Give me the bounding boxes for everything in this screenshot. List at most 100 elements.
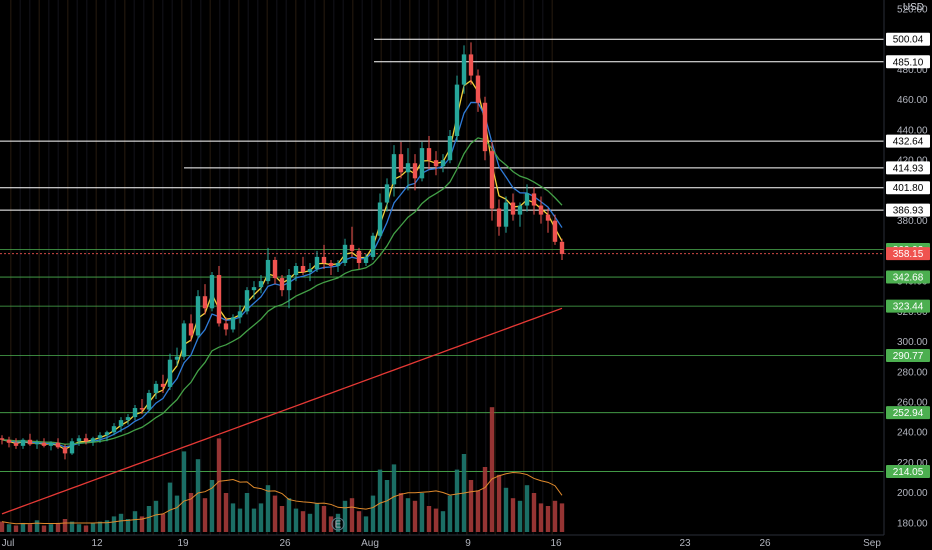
- candle-body: [272, 259, 278, 279]
- time-tick-label: Jul: [2, 538, 15, 549]
- background-stripe: [437, 0, 439, 535]
- background-stripe: [95, 0, 97, 535]
- candle-body: [97, 435, 103, 439]
- background-stripe: [532, 0, 534, 535]
- candle-body: [489, 151, 495, 209]
- volume-bar: [251, 508, 257, 532]
- candle-body: [559, 241, 565, 254]
- candle-body: [552, 220, 558, 242]
- background-stripe: [228, 0, 230, 535]
- volume-bar: [468, 480, 474, 532]
- background-stripe: [181, 0, 183, 535]
- candle-body: [118, 420, 124, 427]
- background-stripe: [551, 0, 553, 535]
- candle-body: [447, 136, 453, 161]
- volume-bar: [34, 520, 40, 532]
- level-label: 414.93: [893, 163, 924, 174]
- volume-bar: [503, 487, 509, 532]
- candle-body: [41, 442, 47, 446]
- level-label: 401.80: [893, 183, 924, 194]
- volume-bar: [559, 503, 565, 532]
- volume-bar: [342, 500, 348, 532]
- volume-bar: [454, 469, 460, 532]
- background-stripe: [542, 0, 544, 535]
- volume-bar: [300, 511, 306, 532]
- volume-bar: [146, 506, 152, 532]
- volume-bar: [83, 525, 89, 532]
- volume-bar: [13, 525, 19, 532]
- candle-body: [279, 278, 285, 291]
- volume-bar: [0, 521, 5, 532]
- candle-body: [195, 296, 201, 336]
- time-tick-label: Aug: [361, 538, 379, 549]
- volume-bar: [384, 480, 390, 532]
- level-label-bg: [886, 32, 930, 46]
- level-label-bg: [886, 349, 930, 363]
- level-label: 342.68: [893, 273, 924, 284]
- background-stripe: [352, 0, 354, 535]
- volume-bar: [405, 498, 411, 532]
- candle-body: [398, 154, 404, 173]
- volume-bar: [216, 438, 222, 532]
- volume-bar: [244, 493, 250, 532]
- background-stripe: [238, 0, 240, 535]
- moving-average-line: [1, 307, 563, 515]
- background-stripe: [143, 0, 145, 535]
- candle-body: [34, 442, 40, 445]
- candle-body: [440, 160, 446, 167]
- candle-body: [349, 244, 355, 251]
- candle-body: [342, 244, 348, 263]
- background-stripe: [48, 0, 50, 535]
- candle-body: [517, 205, 523, 215]
- level-label: 290.77: [893, 351, 924, 362]
- candle-body: [125, 417, 131, 421]
- volume-bar: [426, 506, 432, 532]
- background-stripe: [57, 0, 59, 535]
- candle-body: [223, 323, 229, 330]
- volume-bar: [97, 521, 103, 532]
- candle-body: [62, 447, 68, 454]
- background-stripe: [124, 0, 126, 535]
- background-stripe: [513, 0, 515, 535]
- candle-body: [384, 184, 390, 203]
- volume-bar: [363, 516, 369, 532]
- candle-body: [321, 256, 327, 263]
- volume-bar: [538, 503, 544, 532]
- time-tick-label: 26: [759, 538, 771, 549]
- volume-bar: [118, 513, 124, 532]
- level-label: 485.10: [893, 57, 924, 68]
- volume-bar: [531, 493, 537, 532]
- price-tick-label: 440.00: [897, 125, 928, 136]
- last-price-label-bg: [886, 247, 930, 261]
- candle-body: [545, 214, 551, 221]
- currency-label: USD: [902, 2, 924, 13]
- volume-bar: [489, 407, 495, 532]
- candle-body: [412, 163, 418, 179]
- volume-bar: [230, 503, 236, 532]
- volume-bar: [314, 503, 320, 532]
- background-stripe: [10, 0, 12, 535]
- background-stripe: [418, 0, 420, 535]
- volume-bar: [419, 493, 425, 532]
- candle-body: [391, 154, 397, 185]
- candle-body: [286, 275, 292, 291]
- volume-bar: [69, 521, 75, 532]
- background-stripe: [447, 0, 449, 535]
- time-tick-label: 9: [465, 538, 471, 549]
- background-stripe: [494, 0, 496, 535]
- background-stripe: [314, 0, 316, 535]
- background-stripe: [409, 0, 411, 535]
- price-tick-label: 420.00: [897, 156, 928, 167]
- candle-body: [76, 438, 82, 442]
- level-label-bg: [886, 134, 930, 148]
- volume-bar: [279, 506, 285, 532]
- candle-body: [300, 265, 306, 273]
- background-stripe: [114, 0, 116, 535]
- background-stripe: [475, 0, 477, 535]
- level-label-bg: [886, 181, 930, 195]
- volume-bar: [328, 516, 334, 532]
- background-stripe: [105, 0, 107, 535]
- background-stripe: [76, 0, 78, 535]
- background-stripe: [304, 0, 306, 535]
